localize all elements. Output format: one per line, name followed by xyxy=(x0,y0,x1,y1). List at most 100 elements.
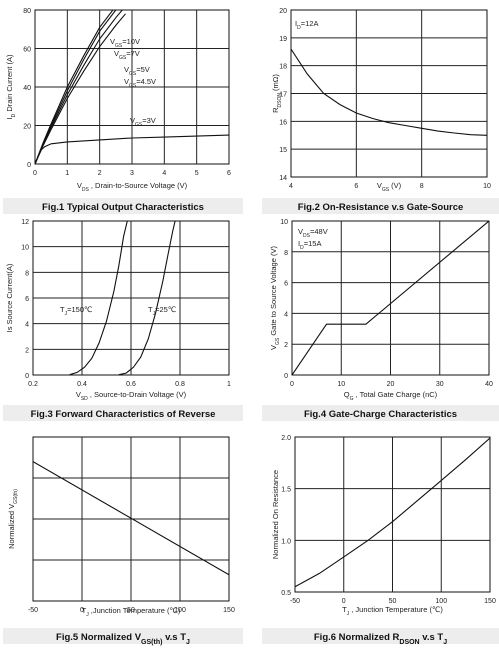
fig5-xtick-label: 100 xyxy=(174,607,186,614)
fig4-y-axis-label: VGS Gate to Source Voltage (V) xyxy=(269,246,281,350)
fig2-xtick-label: 6 xyxy=(354,183,358,190)
fig1-ytick-label: 80 xyxy=(23,8,31,15)
fig6-ytick-label: 0.5 xyxy=(281,590,291,597)
fig3-caption: Fig.3 Forward Characteristics of Reverse xyxy=(31,409,216,420)
fig3-ytick-label: 2 xyxy=(25,347,29,354)
fig1-ytick-label: 40 xyxy=(23,85,31,92)
fig1-y-axis-label: ID Drain Current (A) xyxy=(5,54,17,119)
fig1-series-line-4 xyxy=(35,134,229,164)
fig1-xtick-label: 5 xyxy=(195,170,199,177)
fig2-panel: 4 6 8 10 14 15 16 17 18 19 20 VGS (V) RDSON (mΩ) ID=1… xyxy=(262,8,499,214)
fig1-series-line-3 xyxy=(35,13,126,164)
fig2-series-line-0 xyxy=(291,48,487,136)
fig5-x-axis-label: TJ ,Junction Temperature (℃) xyxy=(82,606,181,618)
fig5-caption: Fig.5 Normalized VGS(th) v.s TJ xyxy=(56,632,190,646)
fig3-ytick-label: 6 xyxy=(25,296,29,303)
fig1-x-axis-label: VDS , Drain-to-Source Voltage (V) xyxy=(77,181,188,193)
fig4-xtick-label: 40 xyxy=(485,381,493,388)
fig1-ytick-label: 60 xyxy=(23,47,31,54)
fig2-xtick-label: 10 xyxy=(483,183,491,190)
fig2-caption: Fig.2 On-Resistance v.s Gate-Source xyxy=(298,202,464,213)
fig2-ytick-label: 14 xyxy=(279,175,287,182)
fig4-x-axis-label: QG , Total Gate Charge (nC) xyxy=(344,390,438,402)
fig3-ytick-label: 8 xyxy=(25,270,29,277)
fig1-series-label-2: VGS=5V xyxy=(124,65,150,77)
fig1-xtick-label: 6 xyxy=(227,170,231,177)
fig1-xtick-label: 1 xyxy=(65,170,69,177)
fig2-xtick-label: 8 xyxy=(420,183,424,190)
fig3-x-axis-label: VSD , Source-to-Drain Voltage (V) xyxy=(76,390,187,402)
fig1-caption: Fig.1 Typical Output Characteristics xyxy=(42,202,204,213)
fig4-caption-bar xyxy=(262,405,499,421)
fig6-xtick-label: 50 xyxy=(389,598,397,605)
fig6-caption-bar xyxy=(262,628,499,644)
fig3-y-axis-label: Is Source Current(A) xyxy=(5,263,14,332)
fig6-xtick-label: 0 xyxy=(342,598,346,605)
fig1-xtick-label: 4 xyxy=(162,170,166,177)
fig4-annotation-1: ID=15A xyxy=(298,239,321,251)
fig5-xtick-label: -50 xyxy=(28,607,38,614)
fig6-y-axis-label: Normalized On Resistance xyxy=(271,470,280,559)
fig6-ytick-label: 2.0 xyxy=(281,435,291,442)
fig1-ytick-label: 20 xyxy=(23,124,31,131)
fig2-annotation-0: ID=12A xyxy=(295,19,318,31)
fig2-ytick-label: 19 xyxy=(279,36,287,43)
fig1-series-label-4: VGS=3V xyxy=(130,116,156,128)
fig1-caption-bar xyxy=(3,198,243,214)
fig4-series-line-0 xyxy=(292,221,489,375)
fig6-series-line-0 xyxy=(295,437,490,588)
fig6-xtick-label: 100 xyxy=(435,598,447,605)
fig3-xtick-label: 0.6 xyxy=(126,381,136,388)
fig6-ytick-label: 1.0 xyxy=(281,538,291,545)
fig6-panel: -50 0 50 100 150 0.5 1.0 1.5 2.0 TJ , Junction Te… xyxy=(262,435,499,646)
fig3-ytick-label: 10 xyxy=(21,245,29,252)
fig1-xtick-label: 2 xyxy=(98,170,102,177)
fig4-xtick-label: 0 xyxy=(290,381,294,388)
fig3-ytick-label: 12 xyxy=(21,219,29,226)
fig3-xtick-label: 1 xyxy=(227,381,231,388)
fig4-xtick-label: 10 xyxy=(337,381,345,388)
fig4-xtick-label: 30 xyxy=(436,381,444,388)
fig1-xtick-label: 0 xyxy=(33,170,37,177)
fig2-ytick-label: 17 xyxy=(279,92,287,99)
fig5-xtick-label: 50 xyxy=(127,607,135,614)
fig4-panel: 0 10 20 30 40 0 2 4 6 8 10 QG , Total Gate Charge (… xyxy=(262,219,499,421)
fig6-xtick-label: 150 xyxy=(484,598,496,605)
fig3-xtick-label: 0.4 xyxy=(77,381,87,388)
fig1-xtick-label: 3 xyxy=(130,170,134,177)
fig5-panel: -50 0 50 100 150 TJ ,Junction Temperature (℃)… xyxy=(3,436,243,646)
fig5-caption-bar xyxy=(3,628,243,644)
fig1-ytick-label: 0 xyxy=(27,162,31,169)
fig4-ytick-label: 0 xyxy=(284,373,288,380)
fig4-ytick-label: 6 xyxy=(284,281,288,288)
fig3-xtick-label: 0.2 xyxy=(28,381,38,388)
fig2-ytick-label: 18 xyxy=(279,64,287,71)
fig2-ytick-label: 15 xyxy=(279,147,287,154)
fig3-series-label-1: TJ=25℃ xyxy=(148,305,176,317)
fig6-ytick-label: 1.5 xyxy=(281,487,291,494)
fig6-x-axis-label: TJ , Junction Temperature (℃) xyxy=(342,605,443,617)
fig4-ytick-label: 2 xyxy=(284,342,288,349)
fig3-ytick-label: 4 xyxy=(25,322,29,329)
fig2-x-axis-label: VGS (V) xyxy=(377,181,402,193)
fig4-ytick-label: 8 xyxy=(284,250,288,257)
fig2-y-axis-label: RDSON (mΩ) xyxy=(271,74,283,113)
fig6-xtick-label: -50 xyxy=(290,598,300,605)
fig3-series-label-0: TJ=150℃ xyxy=(60,305,92,317)
fig5-xtick-label: 150 xyxy=(223,607,235,614)
fig4-ytick-label: 10 xyxy=(280,219,288,226)
fig3-xtick-label: 0.8 xyxy=(175,381,185,388)
fig3-series-line-0 xyxy=(69,221,128,375)
fig4-ytick-label: 4 xyxy=(284,311,288,318)
fig2-ytick-label: 20 xyxy=(279,8,287,15)
fig1-series-label-0: VGS=10V xyxy=(110,37,140,49)
fig3-caption-bar xyxy=(3,405,243,421)
fig2-xtick-label: 4 xyxy=(289,183,293,190)
fig4-caption: Fig.4 Gate-Charge Characteristics xyxy=(304,409,457,420)
fig3-ytick-label: 0 xyxy=(25,373,29,380)
fig1-series-label-3: VGS=4.5V xyxy=(124,77,156,89)
fig5-series-line-0 xyxy=(33,461,229,576)
